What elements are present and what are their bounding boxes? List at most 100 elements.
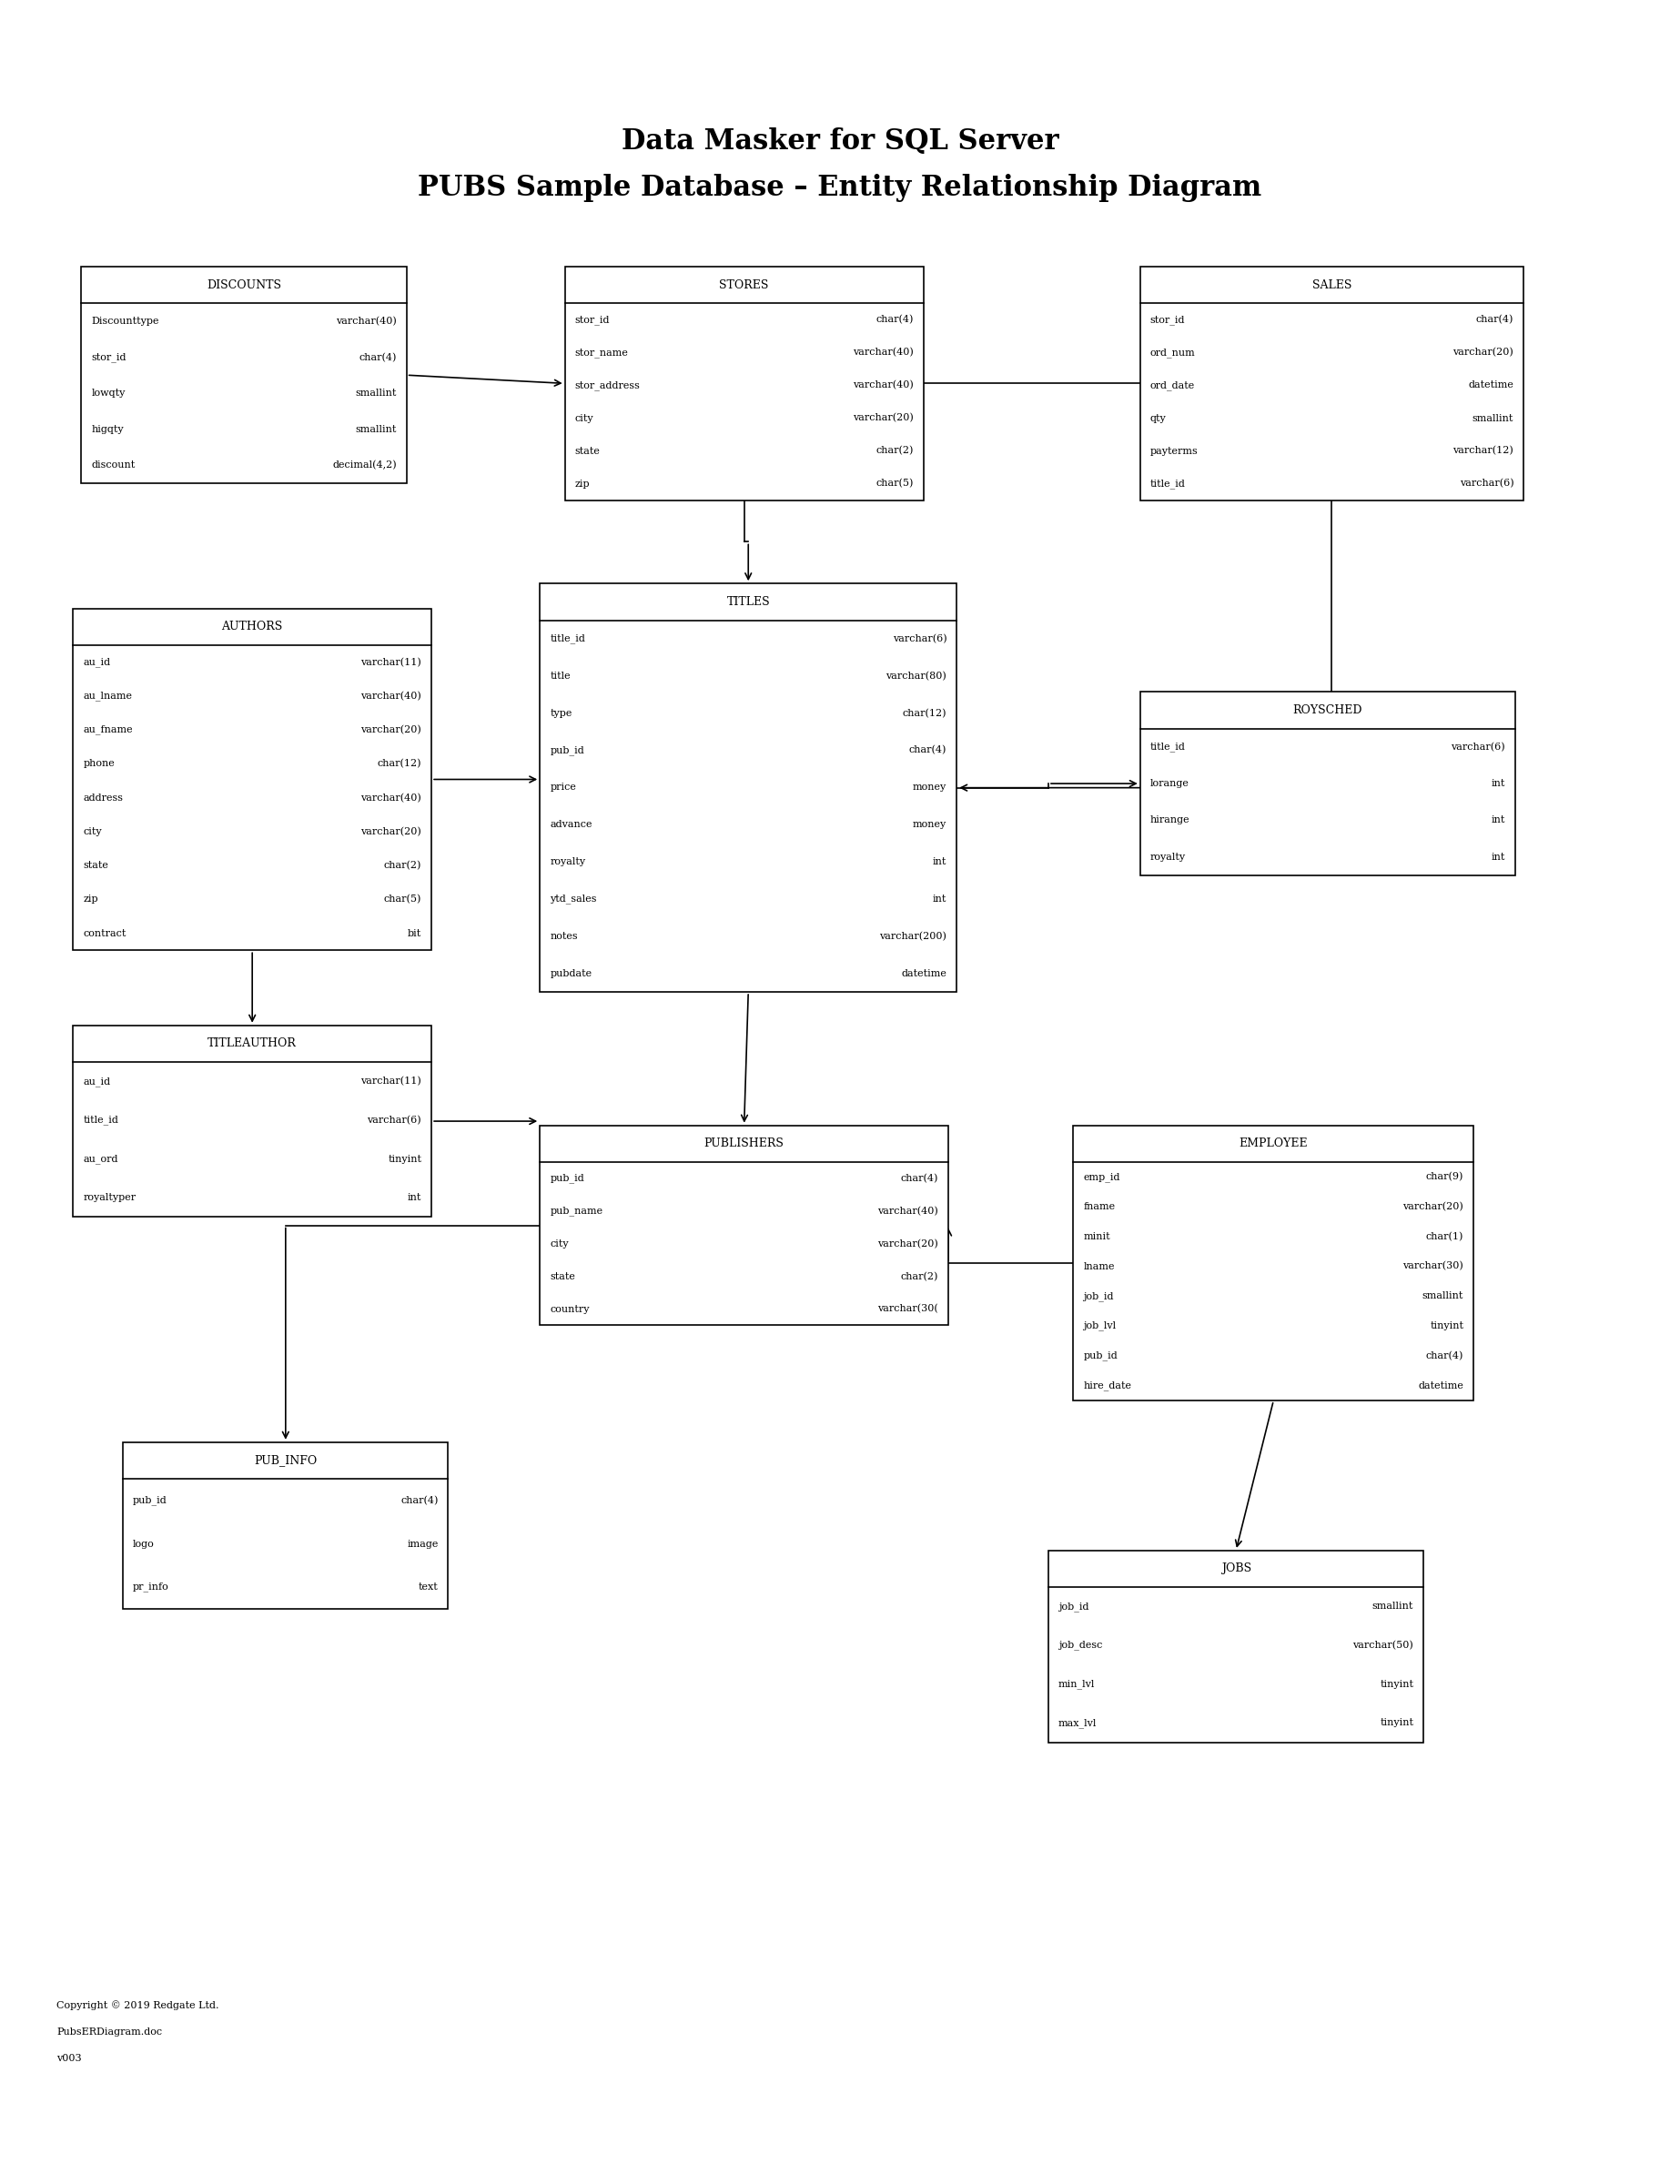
Text: char(2): char(2)	[900, 1271, 939, 1282]
Text: Discounttype: Discounttype	[91, 317, 160, 325]
Text: ord_num: ord_num	[1151, 347, 1196, 358]
Text: job_id: job_id	[1058, 1601, 1089, 1612]
Bar	[1048, 1551, 1423, 1743]
Bar	[72, 609, 432, 950]
Text: city: city	[549, 1238, 568, 1249]
Text: au_fname: au_fname	[82, 725, 133, 734]
Text: char(4): char(4)	[1426, 1352, 1463, 1361]
Text: payterms: payterms	[1151, 446, 1198, 456]
Text: int: int	[932, 858, 948, 867]
Text: country: country	[549, 1304, 590, 1313]
Text: pub_id: pub_id	[1084, 1352, 1117, 1361]
Text: ord_date: ord_date	[1151, 380, 1194, 391]
Text: v003: v003	[57, 2053, 82, 2064]
Bar	[539, 1125, 949, 1326]
Text: PUBLISHERS: PUBLISHERS	[704, 1138, 785, 1149]
Text: char(1): char(1)	[1426, 1232, 1463, 1241]
Text: higqty: higqty	[91, 426, 124, 435]
Text: datetime: datetime	[1418, 1380, 1463, 1389]
Text: money: money	[912, 782, 948, 793]
Text: minit: minit	[1084, 1232, 1110, 1241]
Text: varchar(30): varchar(30)	[1403, 1262, 1463, 1271]
Text: city: city	[82, 828, 102, 836]
Text: varchar(20): varchar(20)	[361, 725, 422, 734]
Text: DISCOUNTS: DISCOUNTS	[207, 280, 281, 290]
Text: int: int	[408, 1192, 422, 1201]
Text: lname: lname	[1084, 1262, 1116, 1271]
Text: varchar(40): varchar(40)	[336, 317, 396, 325]
Text: smallint: smallint	[1472, 413, 1514, 424]
Text: varchar(20): varchar(20)	[361, 828, 422, 836]
Text: state: state	[575, 446, 600, 456]
Text: char(4): char(4)	[875, 314, 914, 325]
Text: varchar(6): varchar(6)	[1452, 743, 1505, 751]
Text: EMPLOYEE: EMPLOYEE	[1240, 1138, 1309, 1149]
Text: royalty: royalty	[549, 858, 586, 867]
Text: text: text	[418, 1583, 438, 1592]
Text: int: int	[1492, 780, 1505, 788]
Text: hire_date: hire_date	[1084, 1380, 1132, 1391]
Text: datetime: datetime	[902, 970, 948, 978]
Text: varchar(6): varchar(6)	[1460, 478, 1514, 489]
Text: varchar(40): varchar(40)	[361, 793, 422, 802]
Text: state: state	[549, 1271, 575, 1282]
Text: job_id: job_id	[1084, 1291, 1114, 1302]
Text: pub_id: pub_id	[549, 1173, 585, 1184]
Text: bit: bit	[408, 928, 422, 937]
Text: pr_info: pr_info	[133, 1581, 170, 1592]
Text: zip: zip	[82, 895, 97, 904]
Text: varchar(11): varchar(11)	[361, 657, 422, 666]
Text: ytd_sales: ytd_sales	[549, 893, 596, 904]
Text: char(5): char(5)	[875, 478, 914, 489]
Bar	[72, 1024, 432, 1216]
Text: char(12): char(12)	[902, 708, 948, 719]
Text: char(12): char(12)	[378, 760, 422, 769]
Text: smallint: smallint	[354, 426, 396, 435]
Text: stor_id: stor_id	[1151, 314, 1184, 325]
Text: varchar(20): varchar(20)	[877, 1238, 939, 1249]
Text: ROYSCHED: ROYSCHED	[1294, 703, 1362, 716]
Text: tinyint: tinyint	[1379, 1719, 1413, 1728]
Text: varchar(20): varchar(20)	[1453, 347, 1514, 358]
Text: smallint: smallint	[354, 389, 396, 397]
Text: char(5): char(5)	[383, 895, 422, 904]
Text: varchar(6): varchar(6)	[368, 1116, 422, 1125]
Text: fname: fname	[1084, 1201, 1116, 1212]
Text: char(9): char(9)	[1426, 1173, 1463, 1182]
Text: Data Masker for SQL Server: Data Masker for SQL Server	[622, 127, 1058, 155]
Text: varchar(40): varchar(40)	[877, 1206, 939, 1216]
Text: stor_name: stor_name	[575, 347, 628, 358]
Text: tinyint: tinyint	[388, 1155, 422, 1164]
Bar	[1074, 1125, 1473, 1400]
Text: min_lvl: min_lvl	[1058, 1679, 1095, 1688]
Text: type: type	[549, 708, 573, 719]
Bar	[1141, 692, 1515, 876]
Text: Copyright © 2019 Redgate Ltd.: Copyright © 2019 Redgate Ltd.	[57, 2001, 218, 2011]
Text: job_lvl: job_lvl	[1084, 1321, 1116, 1330]
Text: logo: logo	[133, 1540, 155, 1548]
Text: title_id: title_id	[82, 1116, 118, 1125]
Text: royaltyper: royaltyper	[82, 1192, 136, 1201]
Text: stor_address: stor_address	[575, 380, 640, 391]
Text: city: city	[575, 413, 593, 424]
Text: title_id: title_id	[1151, 743, 1186, 751]
Text: varchar(6): varchar(6)	[892, 633, 948, 644]
Text: tinyint: tinyint	[1430, 1321, 1463, 1330]
Text: varchar(20): varchar(20)	[1403, 1201, 1463, 1212]
Text: char(4): char(4)	[1477, 314, 1514, 325]
Text: au_ord: au_ord	[82, 1153, 118, 1164]
Text: char(4): char(4)	[400, 1496, 438, 1505]
Text: title_id: title_id	[1151, 478, 1186, 489]
Text: PubsERDiagram.doc: PubsERDiagram.doc	[57, 2027, 161, 2035]
Text: stor_id: stor_id	[575, 314, 610, 325]
Text: SALES: SALES	[1312, 280, 1352, 290]
Bar	[123, 1441, 449, 1610]
Text: PUB_INFO: PUB_INFO	[254, 1455, 318, 1465]
Text: tinyint: tinyint	[1379, 1679, 1413, 1688]
Text: pubdate: pubdate	[549, 970, 591, 978]
Text: decimal(4,2): decimal(4,2)	[333, 461, 396, 470]
Text: advance: advance	[549, 821, 591, 830]
Text: char(2): char(2)	[875, 446, 914, 456]
Text: char(4): char(4)	[909, 745, 948, 756]
Text: varchar(40): varchar(40)	[361, 692, 422, 701]
